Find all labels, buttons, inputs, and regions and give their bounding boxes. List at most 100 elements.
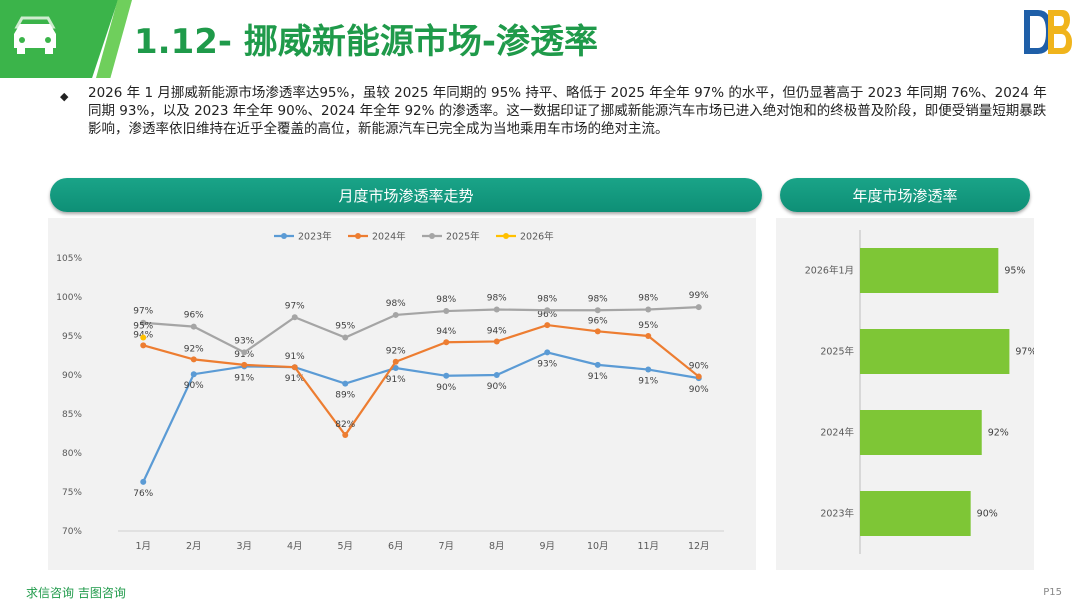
data-point	[645, 366, 652, 373]
data-point	[544, 322, 551, 329]
summary-paragraph: 2026 年 1 月挪威新能源市场渗透率达95%，虽较 2025 年同期的 95…	[88, 85, 1047, 137]
data-label: 90%	[184, 381, 204, 391]
bullet-marker: ◆	[60, 90, 69, 103]
data-point	[392, 364, 399, 371]
data-label: 95%	[638, 321, 658, 331]
data-point	[140, 342, 147, 349]
legend-label: 2025年	[446, 231, 480, 243]
data-label: 91%	[386, 375, 406, 385]
data-label: 98%	[436, 295, 456, 305]
data-label: 98%	[638, 293, 658, 303]
data-point	[443, 372, 450, 379]
data-point	[493, 338, 500, 345]
legend-marker	[281, 233, 287, 239]
data-point	[443, 308, 450, 315]
data-label: 97%	[133, 307, 153, 317]
data-label: 99%	[689, 291, 709, 301]
data-label: 91%	[588, 372, 608, 382]
annual-section-header: 年度市场渗透率	[780, 178, 1030, 212]
data-point	[190, 356, 197, 363]
x-tick-label: 5月	[337, 541, 353, 552]
header-bar: 1.12- 挪威新能源市场-渗透率	[0, 0, 1080, 78]
data-label: 96%	[588, 316, 608, 326]
data-label: 92%	[386, 347, 406, 357]
data-label: 96%	[184, 311, 204, 321]
data-label: 98%	[386, 299, 406, 309]
data-point	[443, 339, 450, 346]
data-label: 90%	[487, 382, 507, 392]
x-tick-label: 3月	[236, 541, 252, 552]
bar-category-label: 2024年	[820, 427, 854, 439]
data-point	[241, 361, 248, 368]
data-point	[140, 478, 147, 485]
bar-category-label: 2023年	[820, 508, 854, 520]
legend-marker	[429, 233, 435, 239]
series-line	[143, 306, 699, 354]
footer-source: 求信咨询 吉图咨询	[26, 586, 126, 600]
data-point	[544, 349, 551, 356]
page-title: 1.12- 挪威新能源市场-渗透率	[134, 22, 598, 62]
data-point	[392, 311, 399, 318]
bar-value-label: 90%	[977, 509, 998, 520]
data-point	[342, 432, 349, 439]
legend-label: 2026年	[520, 231, 554, 243]
data-point	[190, 371, 197, 378]
data-label: 82%	[335, 420, 355, 430]
data-point	[645, 333, 652, 339]
data-point	[392, 358, 399, 365]
db-logo-icon	[1024, 10, 1072, 54]
data-point	[594, 361, 601, 368]
bar-value-label: 95%	[1004, 266, 1025, 277]
y-tick-label: 95%	[62, 332, 82, 342]
bar-value-label: 92%	[988, 428, 1009, 439]
bar	[860, 491, 971, 536]
data-label: 90%	[689, 385, 709, 395]
data-label: 89%	[335, 391, 355, 401]
data-label: 92%	[184, 344, 204, 354]
data-point	[645, 306, 652, 313]
annual-bar-chart: 2026年1月 95% 2025年 97% 2024年 92% 2023年 90%	[805, 230, 1037, 554]
data-point	[140, 334, 147, 341]
data-point	[291, 314, 298, 321]
data-point	[190, 323, 197, 330]
bar-category-label: 2026年1月	[805, 265, 854, 277]
y-tick-label: 80%	[62, 449, 82, 459]
series-line	[142, 323, 700, 437]
data-label: 95%	[335, 322, 355, 332]
data-label: 97%	[285, 301, 305, 311]
data-label: 76%	[133, 489, 153, 499]
data-point	[241, 349, 248, 356]
x-tick-label: 10月	[587, 541, 609, 552]
data-label: 91%	[285, 352, 305, 362]
data-label: 91%	[234, 373, 254, 383]
data-label: 93%	[537, 359, 557, 369]
bar	[860, 329, 1010, 374]
x-tick-label: 9月	[539, 541, 555, 552]
data-point	[544, 307, 551, 314]
annual-chart-panel: 2026年1月 95% 2025年 97% 2024年 92% 2023年 90%	[776, 218, 1037, 570]
legend-marker	[503, 233, 509, 239]
legend-marker	[355, 233, 361, 239]
bar	[860, 248, 999, 293]
data-label: 94%	[487, 326, 507, 336]
y-tick-label: 70%	[62, 527, 82, 537]
monthly-line-chart: 70% 75% 80% 85% 90% 95% 100% 105% 1月 2月 3月 4月 5月 6月 7月…	[56, 231, 724, 552]
data-label: 96%	[537, 310, 557, 320]
data-point	[594, 307, 601, 314]
data-label: 90%	[689, 362, 709, 372]
x-tick-label: 1月	[135, 541, 151, 552]
data-label: 95%	[133, 322, 153, 332]
data-label: 98%	[487, 293, 507, 303]
data-point	[493, 306, 500, 313]
legend-label: 2024年	[372, 231, 406, 243]
legend-label: 2023年	[298, 231, 332, 243]
data-point	[342, 380, 349, 387]
data-label: 90%	[436, 383, 456, 393]
y-tick-label: 75%	[62, 488, 82, 498]
x-tick-label: 7月	[438, 541, 454, 552]
bar	[860, 410, 982, 455]
x-tick-label: 2月	[186, 541, 202, 552]
bar-value-label: 97%	[1015, 347, 1034, 358]
y-tick-label: 105%	[56, 254, 82, 264]
data-label: 98%	[588, 294, 608, 304]
